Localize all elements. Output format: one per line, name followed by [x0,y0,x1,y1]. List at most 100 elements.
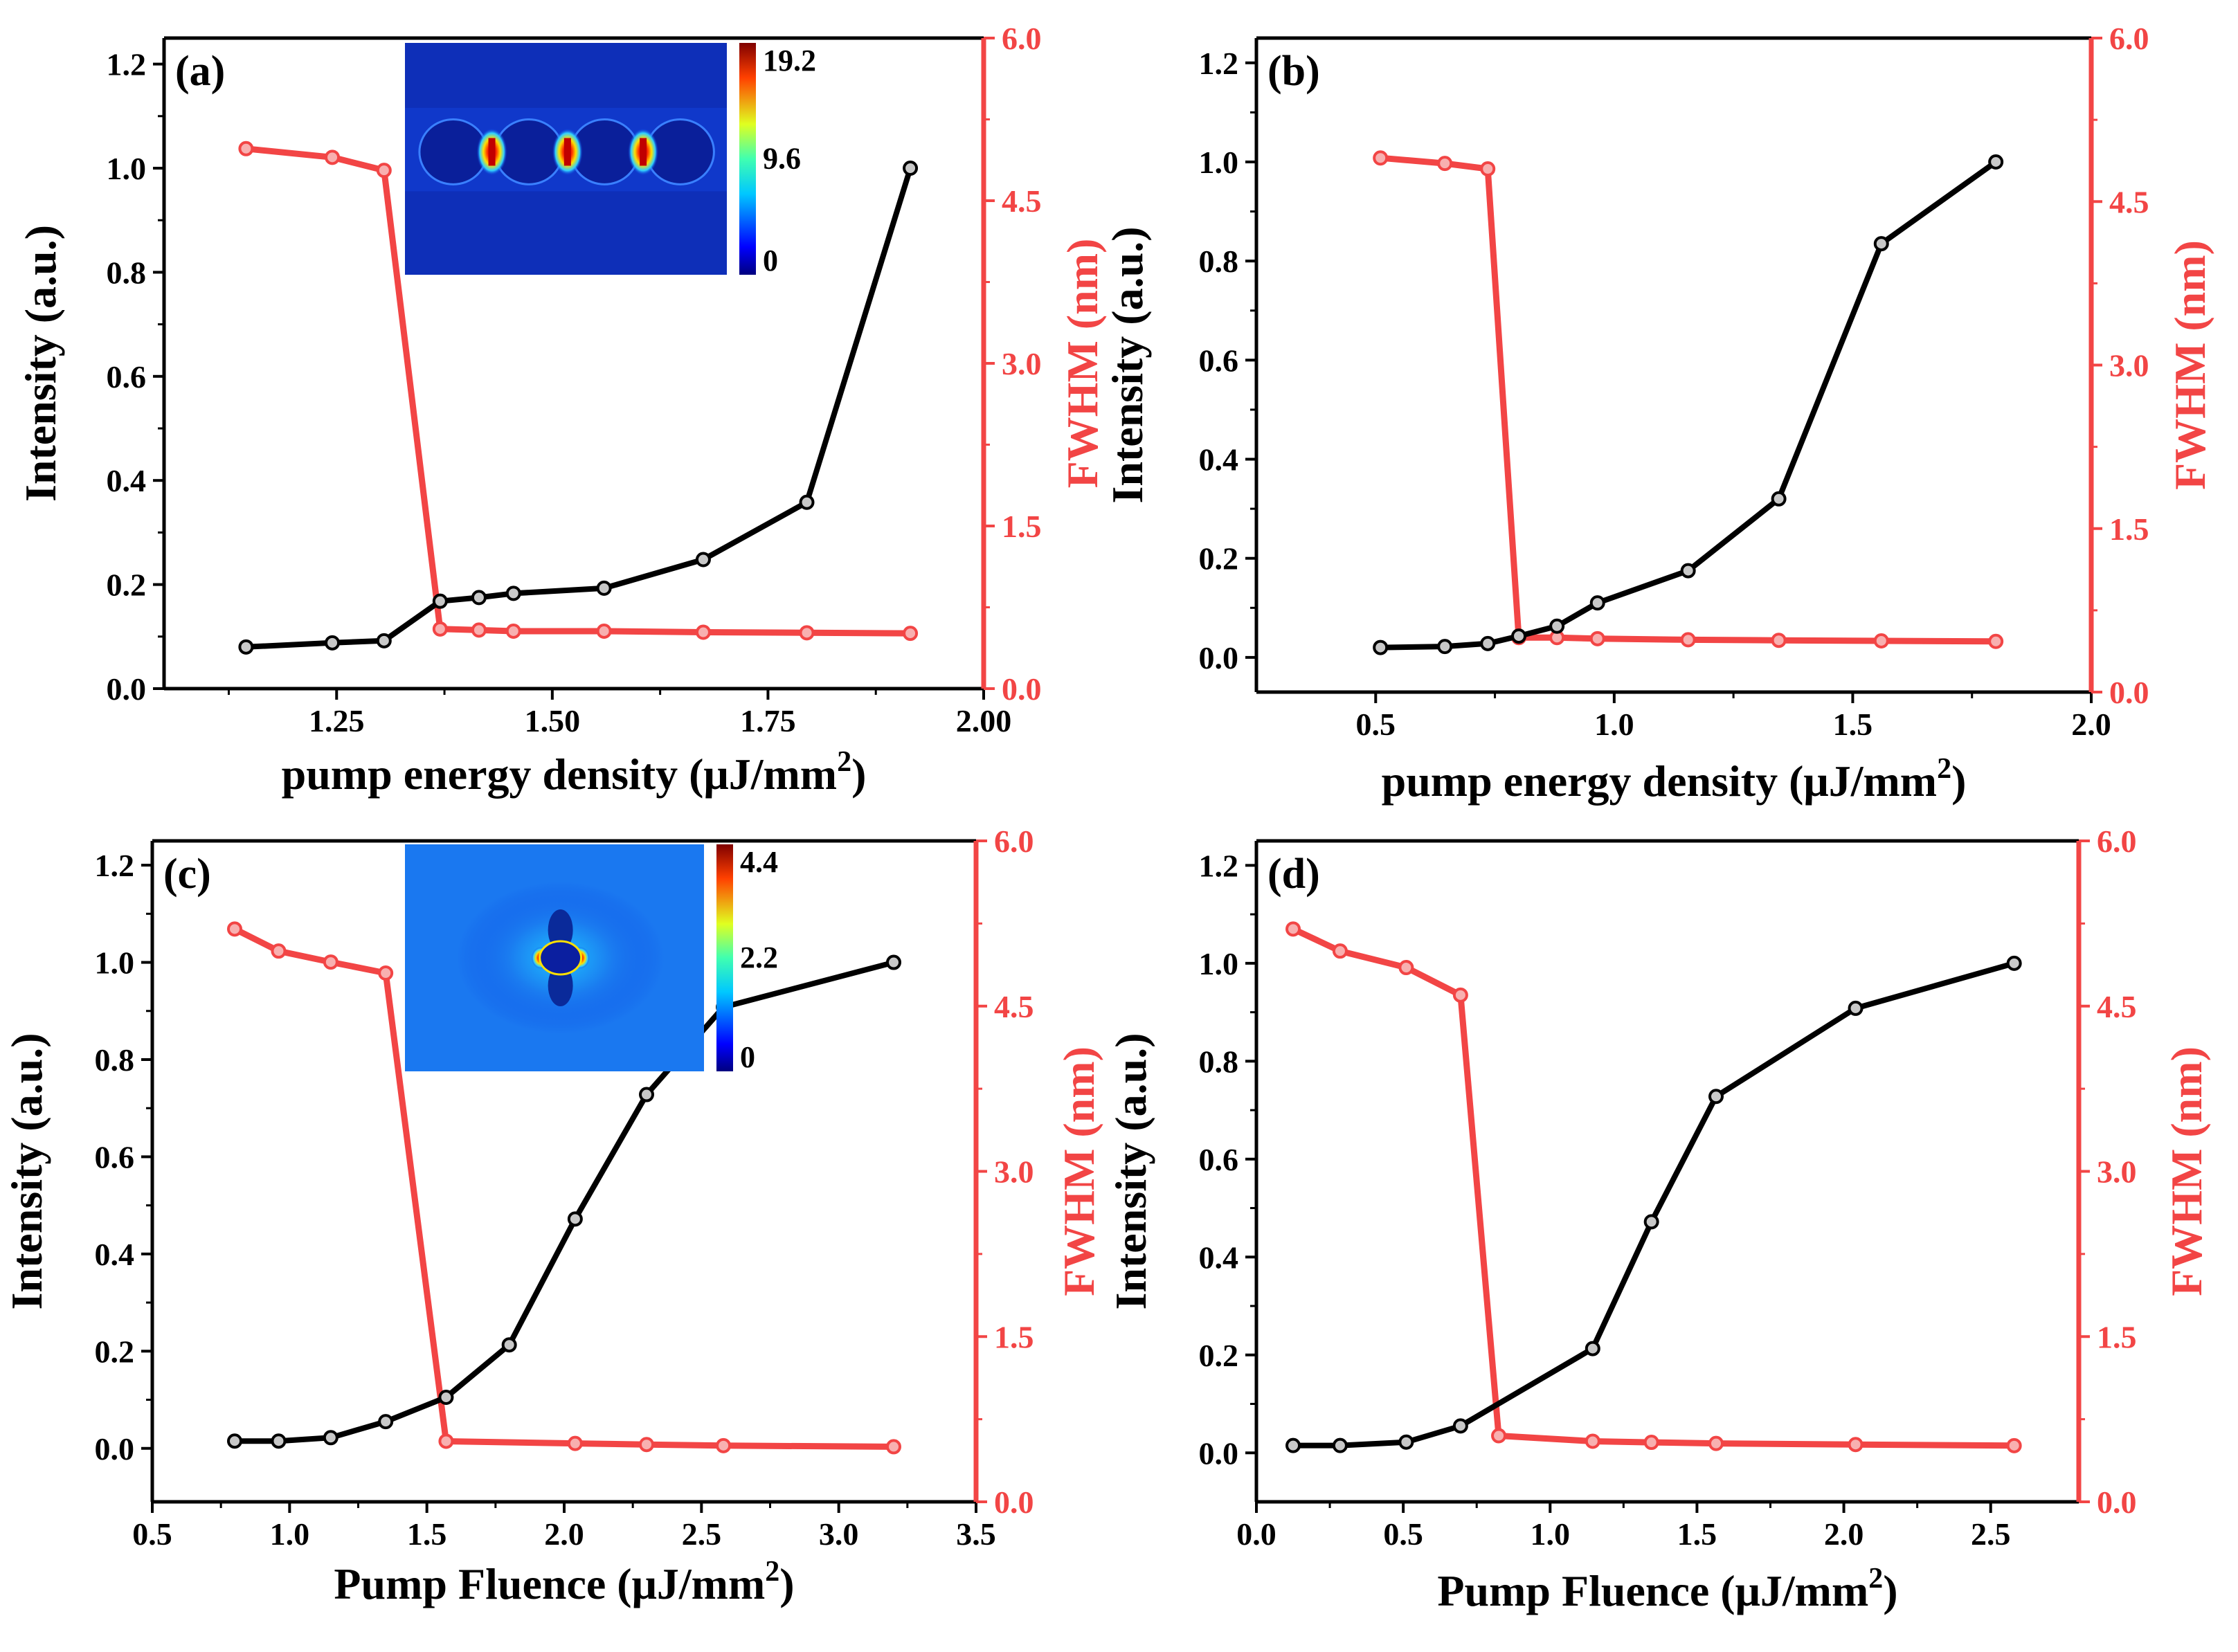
x-tick-label: 2.5 [1971,1516,2011,1552]
intensity-point [1848,1000,1864,1016]
y-right-axis-title: FWHM (nm) [1058,239,1107,489]
panel-a: 1.25 1.50 1.75 2.000.00.20.40.60.81.01.20.0… [16,21,1107,799]
fwhm-point [271,943,287,959]
y-right-axis-title: FWHM (nm) [2165,240,2214,490]
y-left-tick-label: 1.0 [1199,145,1239,180]
intensity-point [271,1433,287,1449]
intensity-point [438,1390,454,1406]
intensity-point [1643,1214,1659,1230]
y-left-tick-label: 0.8 [95,1042,135,1078]
intensity-point [1585,1341,1600,1356]
y-right-tick-label: 6.0 [2097,824,2137,859]
panel-label: (a) [175,48,225,95]
x-tick-label: 3.5 [956,1516,996,1552]
x-tick-label: 0.5 [1356,707,1396,742]
y-right-tick-label: 0.0 [994,1485,1034,1520]
intensity-point [1680,563,1696,579]
intensity-point [378,1414,394,1430]
fwhm-series-line [245,145,911,637]
fwhm-point [432,621,448,637]
fwhm-point [1332,943,1348,959]
fwhm-point [1708,1435,1724,1451]
x-tick-label: 1.0 [270,1516,310,1552]
fwhm-series-line [1292,926,2014,1449]
y-left-tick-label: 0.4 [1199,1240,1239,1275]
intensity-point [1285,1437,1301,1453]
y-left-tick-label: 0.0 [1199,1435,1239,1471]
fwhm-point [1589,630,1605,646]
intensity-point [1511,628,1527,644]
intensity-point [799,494,815,510]
x-axis-title: pump energy density (μJ/mm2) [1382,753,1967,806]
panel-d: 0.0 0.5 1.0 1.5 2.0 2.5 0.0 0.2 0.4 0.6 0.8 1.0 1.2 0… [1106,824,2211,1615]
y-left-tick-label: 0.8 [1199,244,1239,279]
x-tick-label: 2.0 [1824,1516,1864,1552]
intensity-point [695,552,711,568]
fwhm-point [1480,161,1496,176]
y-left-tick-label: 0.8 [1199,1044,1239,1079]
fwhm-point [1452,987,1468,1003]
y-right-tick-label: 6.0 [2109,21,2149,56]
fwhm-point [238,140,254,156]
fwhm-point [695,624,711,640]
y-left-tick-label: 1.0 [107,151,147,186]
fwhm-point [1643,1435,1659,1451]
intensity-point [1332,1437,1348,1453]
colorbar-tick-label: 19.2 [763,44,816,78]
intensity-point [596,580,612,596]
colorbar-tick-label: 4.4 [740,845,778,879]
y-right-tick-label: 1.5 [2097,1319,2137,1354]
x-tick-label: 1.5 [407,1516,447,1552]
colorbar-tick-label: 0 [763,244,778,278]
inset-lobe [548,965,573,1006]
fwhm-point [567,1435,583,1451]
x-tick-label: 2.0 [544,1516,584,1552]
y-left-tick-label: 1.2 [95,848,135,883]
intensity-point [886,954,901,970]
inset-field-map: 4.4 2.2 0 [405,844,778,1074]
inset-hot-core [488,138,496,166]
y-left-tick-label: 1.2 [1199,848,1239,883]
y-right-tick-label: 0.0 [1002,671,1042,707]
y-right-tick-label: 4.5 [2109,184,2149,219]
intensity-point [432,593,448,609]
y-right-tick-label: 0.0 [2097,1485,2137,1520]
fwhm-point [1398,960,1414,976]
inset-particle [539,940,583,976]
panel-c: 0.5 1.0 1.5 2.0 2.5 3.0 3.50.00.20.40.60.81.01… [2,824,1103,1608]
y-left-tick-label: 0.2 [1199,541,1239,577]
fwhm-point [1873,633,1889,648]
y-right-tick-label: 3.0 [1002,346,1042,381]
x-tick-label: 1.5 [1833,707,1873,742]
x-tick-label: 1.50 [525,703,581,738]
intensity-point [471,590,487,606]
intensity-series-line [1380,159,1998,651]
y-left-tick-label: 0.0 [95,1431,135,1467]
intensity-point [1452,1418,1468,1434]
x-tick-label: 1.0 [1594,707,1634,742]
y-left-tick-label: 0.0 [1199,640,1239,675]
fwhm-point [1285,921,1301,937]
fwhm-point [1373,150,1389,166]
fwhm-point [323,954,339,970]
intensity-point [325,635,341,651]
inset-field-map: 19.2 9.6 0 [405,43,816,278]
fwhm-point [1585,1433,1600,1449]
panel-label: (b) [1267,48,1320,95]
intensity-point [903,161,919,176]
x-tick-label: 0.5 [1383,1516,1423,1552]
y-left-tick-label: 0.6 [1199,343,1239,378]
y-right-tick-label: 1.5 [994,1319,1034,1354]
x-axis-title: Pump Fluence (μJ/mm2) [1437,1563,1897,1615]
x-tick-label: 2.00 [956,703,1012,738]
y-left-tick-label: 0.6 [107,359,147,394]
intensity-point [238,639,254,655]
y-right-tick-label: 6.0 [994,824,1034,859]
y-left-tick-label: 0.0 [107,671,147,707]
y-right-tick-label: 3.0 [2097,1154,2137,1190]
colorbar-tick-label: 0 [740,1040,755,1074]
x-tick-label: 0.0 [1236,1516,1276,1552]
inset-lobe [548,909,573,951]
y-right-axis-title: FWHM (nm) [2162,1046,2211,1296]
panel-label: (c) [163,851,211,898]
